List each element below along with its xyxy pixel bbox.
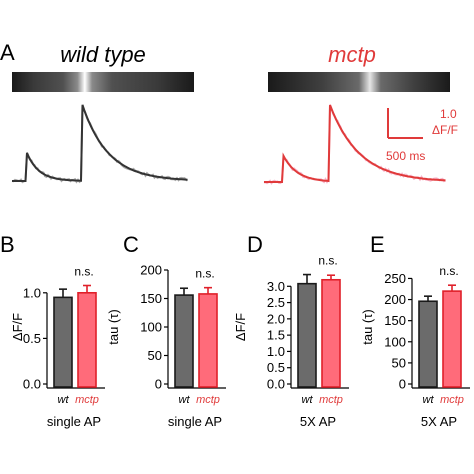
bar-wt [297, 282, 317, 388]
panel-e-letter: E [370, 232, 385, 257]
y-tick-label: 0 [155, 377, 162, 392]
y-tick-label: 250 [384, 271, 406, 286]
bar-wt [53, 296, 73, 388]
significance-label: n.s. [439, 264, 458, 278]
chart-panel-c: C 0 50 100 150 200 tau (τ) wt mctp n.s. single AP [106, 232, 226, 429]
y-tick-label: 150 [140, 291, 162, 306]
y-axis-label: tau (τ) [106, 309, 121, 344]
y-tick-label: 200 [384, 292, 406, 307]
y-axis-label: ΔF/F [10, 313, 25, 341]
chart-panel-d: D 0.0 0.51.01.5 2.02.53.0 ΔF/F wt mctp n.s. 5X A… [233, 232, 349, 429]
y-axis-label: tau (τ) [360, 309, 375, 344]
mctp-fit-trace [264, 104, 446, 183]
category-label-mctp: mctp [319, 394, 343, 406]
scale-y-value: 1.0 [440, 107, 457, 121]
category-label-mctp: mctp [196, 394, 220, 406]
significance-label: n.s. [318, 254, 337, 268]
category-label-wt: wt [302, 394, 314, 406]
y-tick-label: 2.0 [267, 311, 285, 326]
y-tick-label: 150 [384, 313, 406, 328]
category-label-wt: wt [179, 394, 191, 406]
panel-b-letter: B [0, 232, 15, 257]
y-tick-label: 100 [384, 334, 406, 349]
condition-label: single AP [168, 414, 222, 429]
wild-type-linescan-image [12, 72, 194, 92]
y-axis-label: ΔF/F [233, 313, 248, 341]
panel-c-letter: C [123, 232, 139, 257]
y-tick-label: 1.0 [23, 285, 41, 300]
mctp-raw-trace [263, 104, 446, 185]
significance-label: n.s. [74, 265, 93, 279]
bar-mctp [442, 290, 462, 388]
y-tick-label: 0.0 [23, 377, 41, 392]
significance-label: n.s. [195, 267, 214, 281]
condition-label: 5X AP [300, 414, 336, 429]
scale-x-label: 500 ms [386, 149, 425, 163]
condition-label: 5X AP [421, 414, 457, 429]
scale-y-unit: ΔF/F [432, 123, 458, 137]
condition-label: single AP [47, 414, 101, 429]
bar-mctp [77, 291, 97, 388]
y-tick-label: 200 [140, 263, 162, 278]
y-tick-label: 0.5 [23, 331, 41, 346]
calcium-traces [11, 104, 446, 185]
y-tick-label: 50 [392, 355, 406, 370]
y-tick-label: 1.0 [267, 344, 285, 359]
chart-panel-b: B 0.0 0.5 1.0 ΔF/F wt mctp n.s. single AP [0, 232, 105, 429]
wild-type-fit-trace [12, 104, 188, 182]
chart-panel-e: E 0 50 100 150 200 250 tau (τ) wt mctp n.s. 5X AP [360, 232, 470, 429]
bar-wt [174, 294, 194, 388]
category-label-wt: wt [423, 394, 435, 406]
panel-d-letter: D [247, 232, 263, 257]
category-label-mctp: mctp [75, 394, 99, 406]
category-label-wt: wt [58, 394, 70, 406]
category-label-mctp: mctp [440, 394, 464, 406]
y-tick-label: 0.5 [267, 360, 285, 375]
bar-mctp [321, 278, 341, 388]
wild-type-title: wild type [60, 42, 146, 67]
mctp-linescan-image [268, 72, 450, 92]
y-tick-label: 2.5 [267, 295, 285, 310]
y-tick-label: 1.5 [267, 328, 285, 343]
y-tick-label: 3.0 [267, 279, 285, 294]
bar-wt [418, 300, 438, 388]
y-tick-label: 100 [140, 320, 162, 335]
bar-mctp [198, 293, 218, 388]
y-tick-label: 50 [148, 348, 162, 363]
mctp-title: mctp [328, 42, 376, 67]
y-tick-label: 0.0 [267, 377, 285, 392]
y-tick-label: 0 [399, 377, 406, 392]
panel-a-letter: A [0, 40, 15, 65]
